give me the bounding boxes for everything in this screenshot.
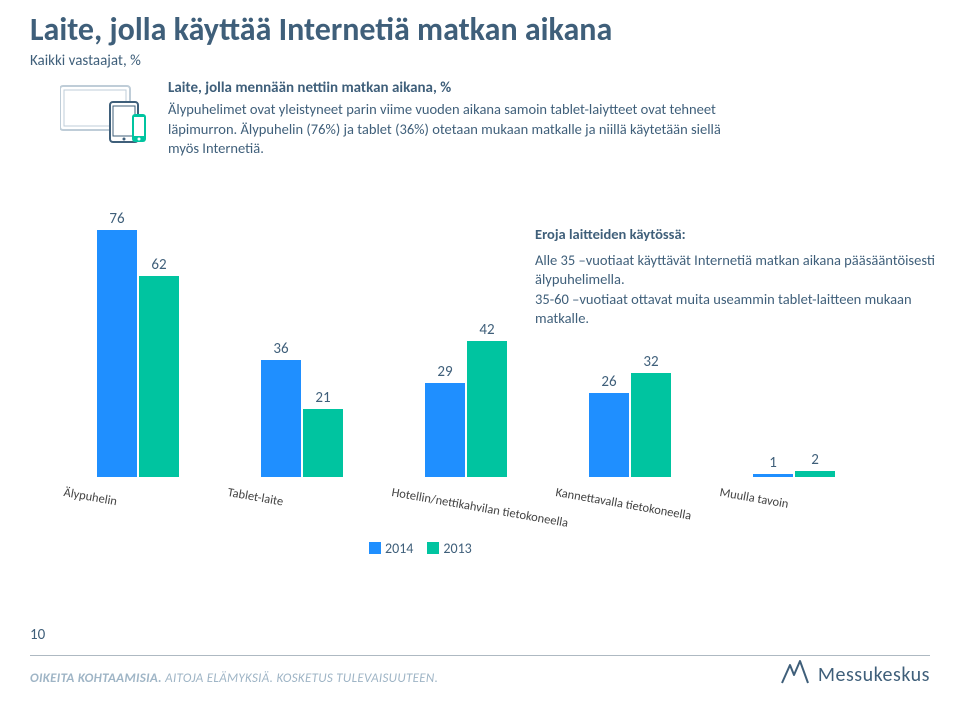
category-label: Muulla tavoin bbox=[718, 485, 789, 512]
bar-value-label: 29 bbox=[425, 363, 465, 381]
page-number: 10 bbox=[30, 626, 45, 644]
bar-2013: 2 bbox=[795, 471, 835, 478]
bar-2014: 36 bbox=[261, 360, 301, 477]
bar-2014: 76 bbox=[97, 230, 137, 477]
legend-swatch bbox=[427, 542, 439, 554]
bar-2013: 62 bbox=[139, 276, 179, 478]
page-title: Laite, jolla käyttää Internetiä matkan a… bbox=[30, 10, 612, 49]
page-subtitle: Kaikki vastaajat, % bbox=[30, 52, 141, 70]
bar-2013: 32 bbox=[631, 373, 671, 477]
bar-2014: 1 bbox=[753, 474, 793, 477]
category-label: Älypuhelin bbox=[62, 485, 118, 509]
bar-value-label: 26 bbox=[589, 373, 629, 391]
bar-2014: 29 bbox=[425, 383, 465, 477]
intro-text: Laite, jolla mennään nettiin matkan aika… bbox=[168, 78, 728, 159]
category-label: Kannettavalla tietokoneella bbox=[554, 485, 692, 524]
category-label: Hotellin/nettikahvilan tietokoneella bbox=[390, 485, 569, 531]
bar-2013: 42 bbox=[467, 341, 507, 478]
bar-value-label: 2 bbox=[795, 451, 835, 469]
chart-legend: 2014 2013 bbox=[355, 540, 472, 557]
devices-icon bbox=[60, 82, 152, 151]
bar-value-label: 76 bbox=[97, 210, 137, 228]
legend-swatch bbox=[369, 542, 381, 554]
logo-icon bbox=[780, 659, 810, 690]
intro-body: Älypuhelimet ovat yleistyneet parin viim… bbox=[168, 100, 728, 159]
legend-label: 2013 bbox=[443, 540, 471, 557]
footer-divider bbox=[30, 655, 930, 656]
logo-text: Messukeskus bbox=[818, 663, 930, 687]
bar-value-label: 32 bbox=[631, 353, 671, 371]
category-label: Tablet-laite bbox=[226, 485, 284, 510]
footer-tagline: OIKEITA KOHTAAMISIA. AITOJA ELÄMYKSIÄ. K… bbox=[30, 671, 438, 686]
intro-heading: Laite, jolla mennään nettiin matkan aika… bbox=[168, 78, 728, 98]
bar-value-label: 21 bbox=[303, 389, 343, 407]
bar-value-label: 36 bbox=[261, 340, 301, 358]
brand-logo: Messukeskus bbox=[780, 659, 930, 690]
bar-value-label: 62 bbox=[139, 256, 179, 274]
bar-value-label: 42 bbox=[467, 321, 507, 339]
bar-2013: 21 bbox=[303, 409, 343, 477]
device-usage-chart: 7662Älypuhelin3621Tablet-laite2942Hotell… bbox=[30, 205, 910, 525]
bar-value-label: 1 bbox=[753, 454, 793, 472]
bar-2014: 26 bbox=[589, 393, 629, 478]
legend-label: 2014 bbox=[385, 540, 413, 557]
